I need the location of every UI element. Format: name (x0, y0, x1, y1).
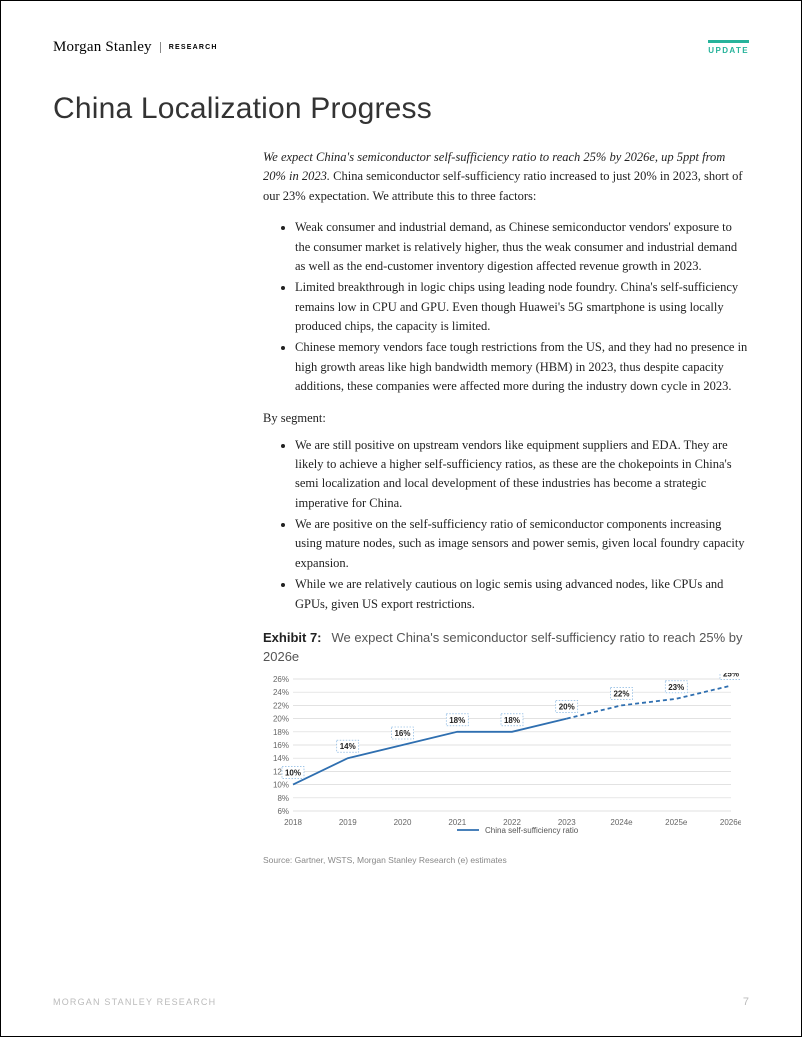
brand-subtitle: RESEARCH (169, 44, 218, 51)
list-item: We are still positive on upstream vendor… (295, 436, 749, 514)
update-badge: UPDATE (708, 40, 749, 55)
svg-text:6%: 6% (277, 807, 289, 816)
svg-text:26%: 26% (273, 675, 289, 684)
brand-divider (160, 42, 161, 53)
page-number: 7 (743, 996, 749, 1008)
svg-text:2020: 2020 (394, 818, 412, 827)
content-column: We expect China's semiconductor self-suf… (263, 148, 749, 865)
list-item: Chinese memory vendors face tough restri… (295, 338, 749, 396)
page-header: Morgan Stanley RESEARCH UPDATE (53, 39, 749, 56)
exhibit-title: Exhibit 7:We expect China's semiconducto… (263, 628, 749, 667)
svg-text:10%: 10% (285, 768, 301, 777)
factors-list: Weak consumer and industrial demand, as … (263, 218, 749, 396)
segment-label: By segment: (263, 411, 749, 426)
source-note: Source: Gartner, WSTS, Morgan Stanley Re… (263, 855, 749, 865)
svg-text:14%: 14% (273, 754, 289, 763)
list-item: We are positive on the self-sufficiency … (295, 515, 749, 573)
list-item: While we are relatively cautious on logi… (295, 575, 749, 614)
svg-text:8%: 8% (277, 794, 289, 803)
svg-text:2018: 2018 (284, 818, 302, 827)
svg-text:25%: 25% (723, 673, 739, 679)
svg-text:16%: 16% (273, 741, 289, 750)
svg-text:20%: 20% (559, 702, 575, 711)
brand-block: Morgan Stanley RESEARCH (53, 39, 218, 56)
brand-name: Morgan Stanley (53, 39, 152, 56)
svg-text:China self-sufficiency ratio: China self-sufficiency ratio (485, 826, 579, 835)
svg-text:2019: 2019 (339, 818, 357, 827)
list-item: Limited breakthrough in logic chips usin… (295, 278, 749, 336)
list-item: Weak consumer and industrial demand, as … (295, 218, 749, 276)
page-title: China Localization Progress (53, 92, 749, 126)
svg-text:23%: 23% (668, 683, 684, 692)
svg-text:16%: 16% (394, 729, 410, 738)
page-footer: MORGAN STANLEY RESEARCH 7 (53, 996, 749, 1008)
svg-text:10%: 10% (273, 780, 289, 789)
exhibit-caption: We expect China's semiconductor self-suf… (263, 630, 743, 665)
svg-text:22%: 22% (273, 701, 289, 710)
footer-brand: MORGAN STANLEY RESEARCH (53, 997, 216, 1007)
svg-text:14%: 14% (340, 742, 356, 751)
svg-text:2021: 2021 (448, 818, 466, 827)
svg-text:2026e: 2026e (720, 818, 741, 827)
line-chart: 6%8%10%12%14%16%18%20%22%24%26%201820192… (263, 673, 741, 841)
intro-paragraph: We expect China's semiconductor self-suf… (263, 148, 749, 206)
segments-list: We are still positive on upstream vendor… (263, 436, 749, 614)
svg-text:22%: 22% (613, 689, 629, 698)
svg-text:2024e: 2024e (610, 818, 633, 827)
svg-text:18%: 18% (273, 728, 289, 737)
intro-rest: China semiconductor self-sufficiency rat… (263, 169, 743, 202)
svg-text:2025e: 2025e (665, 818, 688, 827)
svg-text:18%: 18% (504, 716, 520, 725)
svg-text:18%: 18% (449, 716, 465, 725)
svg-text:24%: 24% (273, 688, 289, 697)
svg-text:20%: 20% (273, 714, 289, 723)
exhibit-label: Exhibit 7: (263, 630, 322, 645)
